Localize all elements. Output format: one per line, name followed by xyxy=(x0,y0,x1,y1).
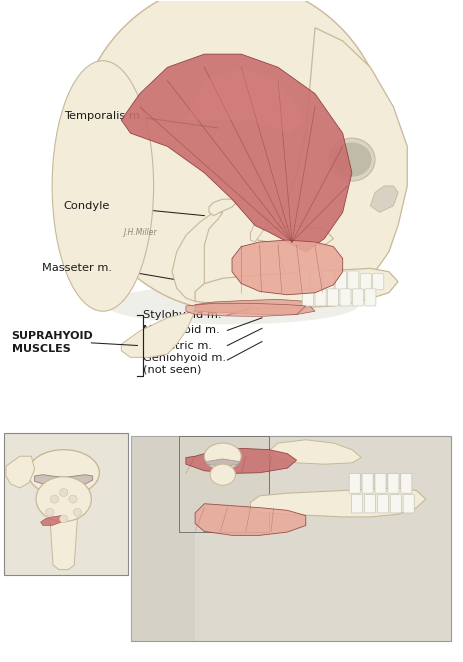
FancyBboxPatch shape xyxy=(402,495,413,513)
Ellipse shape xyxy=(73,508,81,516)
Ellipse shape xyxy=(52,61,153,311)
Polygon shape xyxy=(172,213,222,301)
Polygon shape xyxy=(40,516,61,526)
FancyBboxPatch shape xyxy=(339,289,350,306)
FancyBboxPatch shape xyxy=(376,495,388,513)
FancyBboxPatch shape xyxy=(347,271,358,289)
FancyBboxPatch shape xyxy=(374,473,385,493)
FancyBboxPatch shape xyxy=(302,289,313,306)
Polygon shape xyxy=(369,186,397,213)
Polygon shape xyxy=(50,517,77,569)
FancyBboxPatch shape xyxy=(400,473,411,493)
FancyBboxPatch shape xyxy=(359,273,370,289)
Ellipse shape xyxy=(45,508,54,516)
Text: Articular disk: Articular disk xyxy=(5,491,86,501)
Text: Stylohyoid m.: Stylohyoid m. xyxy=(143,310,221,320)
Text: Digastric m.: Digastric m. xyxy=(143,340,212,350)
Polygon shape xyxy=(194,504,305,536)
Polygon shape xyxy=(208,199,236,216)
Ellipse shape xyxy=(28,449,99,496)
Ellipse shape xyxy=(59,515,68,523)
Text: Geniohyoid m.
(not seen): Geniohyoid m. (not seen) xyxy=(143,353,226,375)
FancyBboxPatch shape xyxy=(348,473,359,493)
Ellipse shape xyxy=(204,443,241,469)
FancyBboxPatch shape xyxy=(361,473,372,493)
Text: SUPRAHYOID
MUSCLES: SUPRAHYOID MUSCLES xyxy=(12,332,93,354)
Polygon shape xyxy=(186,448,296,473)
FancyBboxPatch shape xyxy=(363,495,375,513)
Text: Condyle: Condyle xyxy=(63,201,110,211)
Polygon shape xyxy=(250,216,269,242)
FancyBboxPatch shape xyxy=(387,473,398,493)
Text: Temporalis m.: Temporalis m. xyxy=(63,111,143,121)
Ellipse shape xyxy=(50,495,58,503)
Ellipse shape xyxy=(105,285,358,324)
Text: Medial
pterygoid m.: Medial pterygoid m. xyxy=(350,513,427,535)
Text: Lateral
pterygoid m.: Lateral pterygoid m. xyxy=(350,479,427,500)
FancyBboxPatch shape xyxy=(327,289,338,306)
FancyBboxPatch shape xyxy=(364,289,375,306)
Polygon shape xyxy=(130,436,194,641)
Ellipse shape xyxy=(332,142,371,177)
Polygon shape xyxy=(6,456,35,488)
Ellipse shape xyxy=(59,489,68,496)
Polygon shape xyxy=(194,299,314,314)
Text: J.H.Miller: J.H.Miller xyxy=(123,228,156,238)
Polygon shape xyxy=(277,28,407,298)
FancyBboxPatch shape xyxy=(335,271,346,289)
Polygon shape xyxy=(269,440,360,464)
FancyBboxPatch shape xyxy=(372,273,383,289)
Polygon shape xyxy=(206,459,238,467)
Ellipse shape xyxy=(75,0,388,311)
FancyBboxPatch shape xyxy=(351,289,363,306)
Ellipse shape xyxy=(36,477,91,522)
FancyBboxPatch shape xyxy=(314,289,325,306)
Polygon shape xyxy=(35,475,93,487)
Polygon shape xyxy=(121,311,194,357)
FancyBboxPatch shape xyxy=(179,436,269,532)
Text: Glenoid fossa: Glenoid fossa xyxy=(5,472,87,482)
FancyBboxPatch shape xyxy=(322,271,333,289)
FancyBboxPatch shape xyxy=(297,268,308,289)
FancyBboxPatch shape xyxy=(4,433,128,575)
FancyBboxPatch shape xyxy=(389,495,400,513)
Polygon shape xyxy=(250,226,333,246)
Text: Masseter m.: Masseter m. xyxy=(42,263,112,273)
FancyBboxPatch shape xyxy=(310,268,321,289)
Polygon shape xyxy=(186,303,305,316)
Polygon shape xyxy=(186,68,305,133)
Polygon shape xyxy=(250,488,425,517)
FancyBboxPatch shape xyxy=(350,495,362,513)
Polygon shape xyxy=(194,268,397,308)
Polygon shape xyxy=(121,54,351,252)
Ellipse shape xyxy=(210,464,235,485)
Text: Mylohyoid m.: Mylohyoid m. xyxy=(143,325,219,336)
Polygon shape xyxy=(232,240,342,295)
Ellipse shape xyxy=(328,138,374,181)
FancyBboxPatch shape xyxy=(130,436,450,641)
Ellipse shape xyxy=(69,495,77,503)
